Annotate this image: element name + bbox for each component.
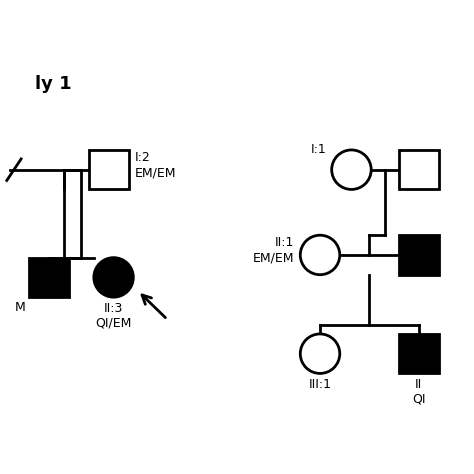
Ellipse shape — [300, 334, 340, 374]
Ellipse shape — [300, 235, 340, 275]
Text: I:2
EM/EM: I:2 EM/EM — [135, 151, 177, 179]
Ellipse shape — [332, 150, 371, 190]
Ellipse shape — [94, 258, 133, 297]
Text: II:1
EM/EM: II:1 EM/EM — [253, 237, 294, 264]
Bar — [399, 150, 438, 190]
Text: II:3
QI/EM: II:3 QI/EM — [95, 301, 132, 329]
Text: II
QI: II QI — [412, 378, 426, 406]
Bar — [399, 334, 438, 374]
Bar — [399, 235, 438, 275]
Text: M: M — [15, 301, 26, 313]
Text: III:1: III:1 — [309, 378, 331, 391]
Bar — [29, 258, 69, 297]
Text: I:1: I:1 — [310, 143, 326, 155]
Bar — [90, 150, 129, 190]
Text: ly 1: ly 1 — [35, 75, 71, 93]
